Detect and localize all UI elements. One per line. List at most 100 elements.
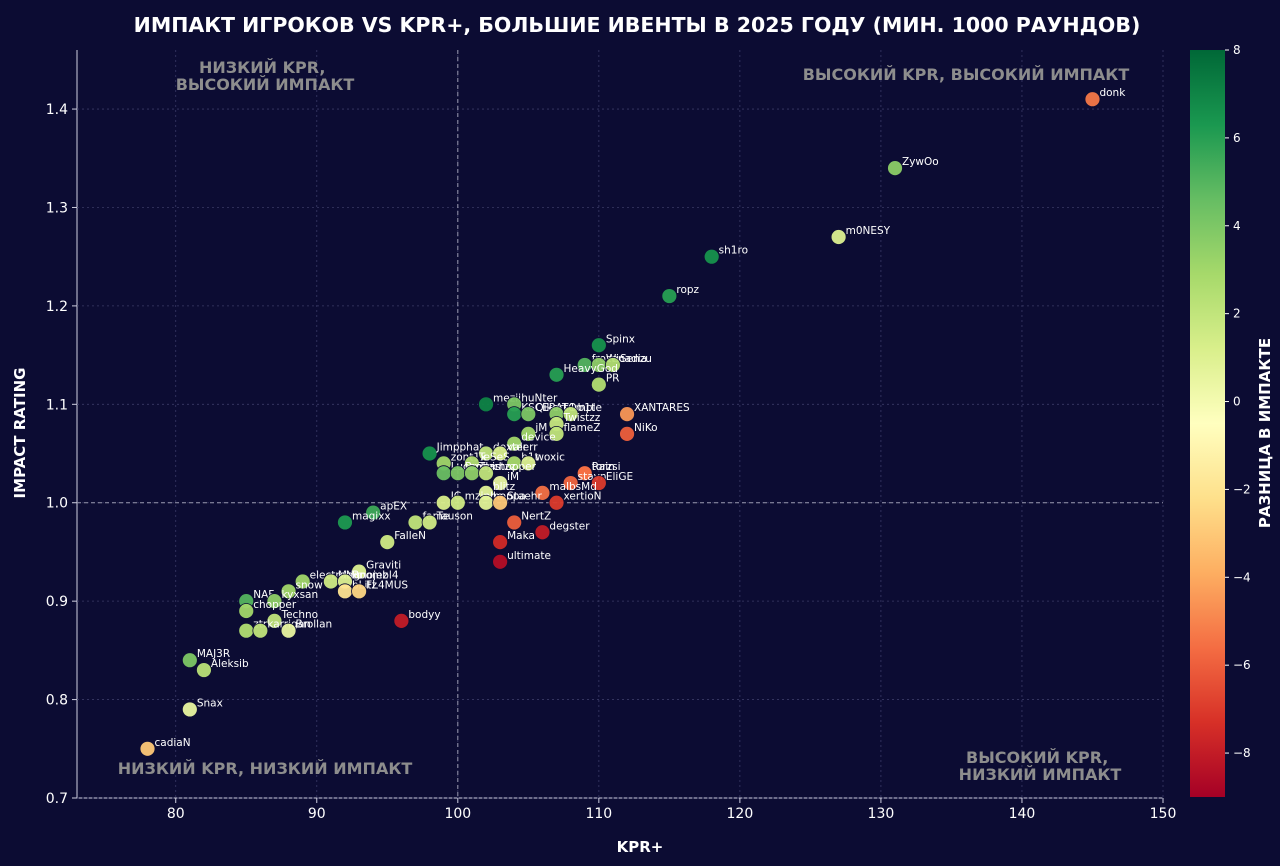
point-marker <box>492 445 509 462</box>
point-label: Brollan <box>296 619 333 631</box>
y-tick-label: 0.9 <box>46 594 68 610</box>
point-marker <box>379 534 396 551</box>
player-point: Senzu <box>605 353 652 373</box>
colorbar: −8 −6 −4 −2 0 2 4 6 8 РАЗНИЦА В ИМПАКТЕ <box>1190 43 1274 797</box>
y-tick-label: 0.7 <box>46 791 68 807</box>
player-point: kyxsan <box>266 589 318 610</box>
quadrant-label-top-left: НИЗКИЙ KPR, ВЫСОКИЙ ИМПАКТ <box>176 58 355 94</box>
x-tick-label: 80 <box>167 806 185 822</box>
player-point: magixx <box>337 510 391 531</box>
point-label: ZywOo <box>902 156 939 168</box>
point-marker <box>548 366 565 383</box>
point-marker <box>449 465 466 482</box>
point-label: ultimate <box>507 550 551 562</box>
x-tick-label: 100 <box>444 806 471 822</box>
point-marker <box>703 248 720 265</box>
player-point: TeSeS <box>464 451 510 472</box>
point-label: Techno <box>280 609 318 621</box>
point-marker <box>294 573 311 590</box>
x-axis-label: KPR+ <box>617 838 664 856</box>
point-label: donk <box>1099 87 1126 99</box>
point-label: ropz <box>676 284 699 296</box>
colorbar-tick-label: −6 <box>1233 658 1251 672</box>
y-axis-ticks: 0.7 0.8 0.9 1.0 1.1 1.2 1.3 1.4 <box>46 102 77 807</box>
point-marker <box>181 652 198 669</box>
point-marker <box>492 475 509 491</box>
player-point: FL4MUS <box>351 579 408 600</box>
point-marker <box>322 573 339 590</box>
point-label: Spinx <box>606 333 635 345</box>
point-label: huNter <box>521 392 558 404</box>
point-label: Aleksib <box>211 658 249 670</box>
point-label: Twistzz <box>563 412 601 424</box>
point-marker <box>435 465 452 482</box>
point-label: Maka <box>507 530 535 542</box>
point-marker <box>548 425 565 442</box>
point-label: flameZ <box>564 422 601 434</box>
point-marker <box>280 583 297 600</box>
point-marker <box>478 465 494 482</box>
y-tick-label: 1.0 <box>46 496 68 512</box>
point-marker <box>506 435 523 452</box>
point-marker <box>492 534 509 551</box>
point-marker <box>520 455 537 472</box>
y-tick-label: 0.8 <box>46 693 68 709</box>
point-marker <box>520 406 537 423</box>
point-marker <box>238 603 255 619</box>
point-marker <box>492 494 509 511</box>
point-marker <box>435 494 452 511</box>
x-tick-label: 110 <box>585 806 612 822</box>
player-point: malbsMd <box>534 481 597 501</box>
point-label: sh1ro <box>719 245 748 257</box>
point-marker <box>492 553 509 570</box>
x-tick-label: 90 <box>308 806 326 822</box>
point-marker <box>407 514 424 531</box>
point-label: torzsi <box>592 461 621 473</box>
point-marker <box>478 494 494 511</box>
point-label: TeSeS <box>478 451 510 463</box>
point-label: malbsMd <box>549 481 596 493</box>
player-point: flameZ <box>548 422 601 442</box>
point-marker <box>590 337 607 354</box>
point-marker <box>520 425 537 442</box>
point-marker <box>506 406 523 423</box>
plot-area <box>76 50 1163 799</box>
point-marker <box>619 425 635 442</box>
point-label: NiKo <box>634 422 658 434</box>
point-label: Staehr <box>507 491 542 503</box>
player-point: donk <box>1084 87 1126 108</box>
colorbar-tick-label: −8 <box>1233 746 1251 760</box>
player-point: woxic <box>520 451 565 472</box>
player-point: FalleN <box>379 530 426 551</box>
point-marker <box>238 622 255 639</box>
point-label: MAJ3R <box>197 648 230 660</box>
point-marker <box>266 612 283 629</box>
point-label: FL4MUS <box>366 579 408 591</box>
player-point: NiKo <box>619 422 658 442</box>
player-point: chopper <box>238 599 297 619</box>
reference-lines <box>77 50 1163 798</box>
colorbar-tick-label: 4 <box>1233 219 1241 233</box>
player-point: NertZ <box>506 510 551 531</box>
point-marker <box>590 475 607 491</box>
player-point: Tauson <box>421 510 473 531</box>
player-point: cadiaN <box>139 737 191 757</box>
player-point: ropz <box>661 284 700 304</box>
point-marker <box>1084 91 1101 108</box>
point-marker <box>548 494 565 511</box>
player-point: MAJ3R <box>181 648 230 669</box>
point-label: NertZ <box>521 510 551 522</box>
point-label: valerr <box>507 442 538 454</box>
point-label: snow <box>296 579 324 591</box>
point-marker <box>280 622 297 639</box>
player-point: xertioN <box>548 491 602 511</box>
x-tick-label: 130 <box>868 806 895 822</box>
point-marker <box>181 701 198 718</box>
point-label: magixx <box>352 510 391 522</box>
player-point: ZywOo <box>887 156 939 177</box>
point-marker <box>562 406 579 423</box>
point-label: blitz <box>493 481 516 493</box>
quadrant-label-bottom-right: ВЫСОКИЙ KPR, НИЗКИЙ ИМПАКТ <box>959 748 1122 784</box>
point-label: m0NESY <box>846 225 891 237</box>
point-marker <box>393 612 410 629</box>
